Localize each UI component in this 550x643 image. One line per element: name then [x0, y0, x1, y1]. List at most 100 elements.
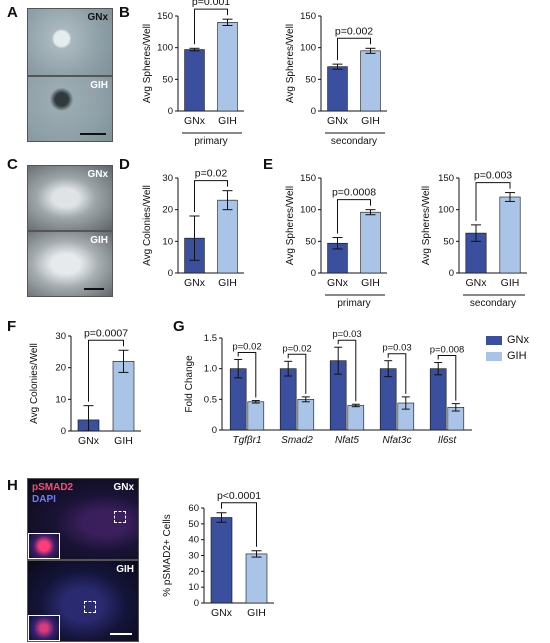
micrograph-c-gnx-label: GNx [87, 169, 108, 180]
y-tick-label: 20 [188, 566, 199, 577]
micrograph-h-gnx: pSMAD2 DAPI GNx [27, 478, 139, 560]
y-tick-label: 0 [61, 426, 66, 437]
significance-bracket [221, 502, 257, 547]
x-tick-label: GNx [327, 277, 349, 289]
chart-b-secondary: 0 50 100 150 Avg Spheres/Well GNx GIH p=0.002 se… [285, 11, 387, 147]
bar-gih [217, 199, 238, 274]
significance-bracket [475, 182, 511, 221]
legend-item-gnx: GNx [486, 334, 529, 346]
chart-e-secondary: 0 50 100 150 Avg Spheres/Well GNx GIH p=0.003 se… [421, 170, 527, 309]
legend-item-gih: GIH [486, 350, 529, 362]
legend-swatch-gnx [486, 335, 502, 345]
micrograph-a-gnx-label: GNx [87, 12, 108, 23]
y-axis-label: Fold Change [184, 355, 195, 413]
y-tick-label: 30 [162, 173, 173, 184]
p-value-label: p=0.001 [192, 0, 230, 8]
legend-label-gnx: GNx [507, 334, 529, 346]
x-tick-label: GNx [184, 277, 206, 289]
x-tick-label: GNx [211, 607, 233, 619]
y-tick-label: 150 [438, 173, 454, 184]
scale-bar-a [80, 133, 106, 135]
x-tick-label: GNx [327, 115, 349, 127]
significance-bracket [337, 199, 371, 234]
x-tick-label: GIH [114, 435, 133, 447]
y-tick-label: 100 [300, 43, 316, 54]
x-tick-label: GNx [466, 277, 488, 289]
bar-gih [217, 22, 238, 112]
bar-gih [360, 211, 381, 274]
bar-gnx [429, 368, 447, 431]
y-tick-label: 50 [188, 519, 199, 530]
y-tick-label: 0 [311, 106, 316, 117]
significance-bracket [337, 339, 357, 402]
x-tick-label: GIH [361, 277, 380, 289]
panel-letter-f: F [7, 318, 17, 335]
micrograph-h-gih-label: GIH [116, 564, 134, 575]
p-value-label: p=0.02 [232, 341, 261, 352]
panel-letter-d: D [119, 156, 130, 173]
significance-bracket [237, 351, 257, 398]
y-tick-label: 10 [188, 582, 199, 593]
bar-gnx [279, 368, 297, 431]
y-axis-label: Avg Spheres/Well [285, 24, 296, 103]
bar-gih [245, 553, 268, 604]
x-tick-label: GIH [218, 277, 237, 289]
legend-g: GNx GIH [486, 334, 529, 362]
y-tick-label: 0.5 [204, 394, 217, 405]
x-tick-label: GIH [247, 607, 266, 619]
y-tick-label: 0 [168, 106, 173, 117]
micrograph-c-gih: GIH [27, 231, 113, 297]
y-tick-label: 0 [212, 425, 217, 436]
x-tick-label: GNx [78, 435, 100, 447]
y-tick-label: 20 [55, 363, 66, 374]
p-value-label: p=0.02 [282, 343, 311, 354]
panel-letter-g: G [173, 318, 185, 335]
y-tick-label: 50 [162, 74, 173, 85]
y-tick-label: 100 [300, 205, 316, 216]
significance-bracket [88, 339, 124, 402]
p-value-label: p=0.03 [382, 343, 411, 354]
x-tick-label: Nfat3c [383, 435, 412, 446]
y-tick-label: 30 [188, 551, 199, 562]
bar-gih [499, 196, 521, 274]
group-label: primary [337, 298, 370, 309]
x-tick-label: Il6st [438, 435, 458, 446]
bar-gnx [379, 368, 397, 431]
panel-letter-e: E [263, 156, 274, 173]
x-tick-label: GNx [184, 115, 206, 127]
x-tick-label: Tgfβr1 [232, 435, 261, 446]
y-axis-label: % pSMAD2+ Cells [162, 514, 173, 597]
y-tick-label: 0 [168, 268, 173, 279]
bar-gih [247, 401, 265, 431]
micrograph-h-stain2: DAPI [32, 494, 56, 505]
group-label: secondary [470, 298, 516, 309]
y-tick-label: 10 [55, 394, 66, 405]
p-value-label: p=0.008 [430, 345, 465, 356]
micrograph-a-gnx: GNx [27, 8, 113, 76]
zoom-box-h-gih [84, 601, 96, 613]
p-value-label: p=0.02 [195, 168, 228, 180]
significance-bracket [287, 353, 307, 394]
y-tick-label: 150 [300, 11, 316, 22]
legend-swatch-gih [486, 351, 502, 361]
y-tick-label: 60 [188, 503, 199, 514]
significance-bracket [387, 353, 407, 394]
x-tick-label: Nfat5 [335, 435, 359, 446]
micrograph-c-gnx: GNx [27, 165, 113, 231]
micrograph-h-gnx-label: GNx [113, 482, 134, 493]
significance-bracket [337, 37, 371, 61]
x-tick-label: GIH [218, 115, 237, 127]
bar-gih [347, 405, 365, 431]
y-tick-label: 1.0 [204, 364, 217, 375]
y-tick-label: 1.5 [204, 333, 217, 344]
bar-gnx [184, 49, 205, 112]
chart-g: 0 0.5 1.0 1.5 Fold Change p=0.02 Tgfβr1 p=0.02 S… [184, 329, 472, 446]
x-tick-label: GIH [501, 277, 520, 289]
panel-letter-c: C [7, 156, 18, 173]
inset-h-gnx [28, 533, 60, 559]
p-value-label: p=0.03 [332, 329, 361, 340]
chart-h: 0 10 20 30 40 50 60 % pSMAD2+ Cells GNx GIH p<0.00… [162, 490, 274, 619]
panel-letter-h: H [7, 477, 18, 494]
panel-letter-a: A [7, 4, 18, 21]
bar-gih [297, 399, 315, 431]
